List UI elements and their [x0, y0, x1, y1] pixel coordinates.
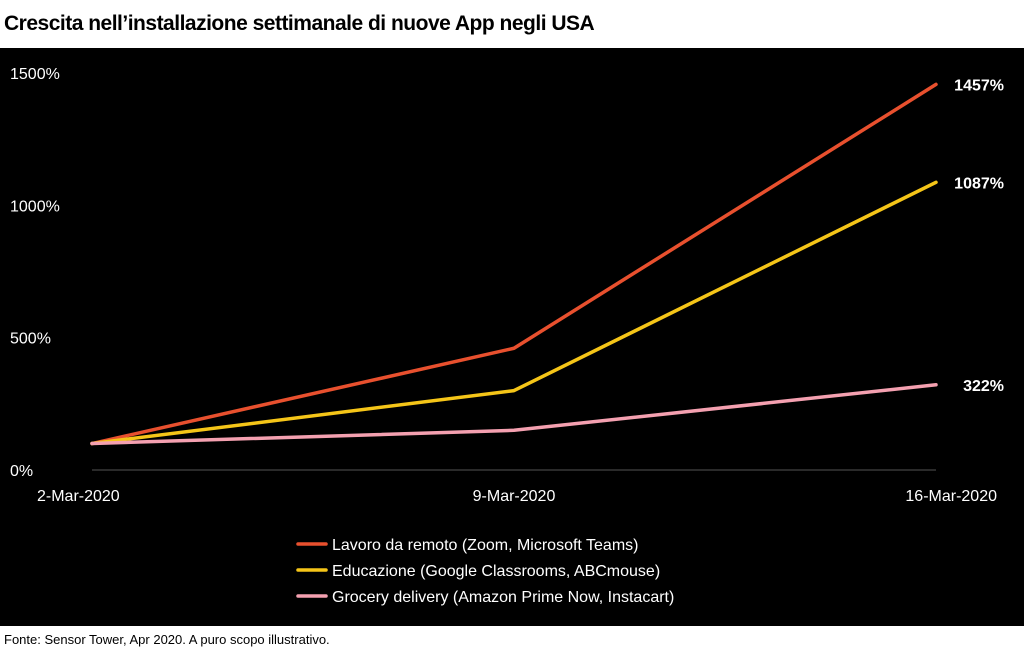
y-tick-label: 0% [10, 463, 33, 480]
series-end-label: 1457% [954, 77, 1004, 94]
y-tick-label: 1500% [10, 66, 60, 83]
y-tick-label: 1000% [10, 198, 60, 215]
line-chart: 0% 500% 1000% 1500% 2-Mar-2020 9-Mar-2020 16-M… [10, 66, 1004, 606]
x-tick-label: 16-Mar-2020 [905, 488, 997, 505]
chart-panel: 0% 500% 1000% 1500% 2-Mar-2020 9-Mar-2020 16-M… [0, 48, 1024, 626]
x-tick-label: 9-Mar-2020 [473, 488, 556, 505]
title-bar: Crescita nell’installazione settimanale … [0, 0, 1024, 48]
y-tick-label: 500% [10, 331, 51, 348]
chart-title: Crescita nell’installazione settimanale … [4, 12, 595, 35]
series-end-label: 1087% [954, 175, 1004, 192]
series-line-3 [90, 383, 938, 446]
series-line-1 [90, 82, 938, 446]
series-line-2 [90, 180, 938, 446]
series-end-label: 322% [963, 378, 1004, 395]
legend-label: Grocery delivery (Amazon Prime Now, Inst… [332, 589, 674, 606]
source-note: Fonte: Sensor Tower, Apr 2020. A puro sc… [4, 632, 330, 647]
x-tick-label: 2-Mar-2020 [37, 488, 120, 505]
legend-label: Educazione (Google Classrooms, ABCmouse) [332, 563, 660, 580]
legend-label: Lavoro da remoto (Zoom, Microsoft Teams) [332, 537, 638, 554]
